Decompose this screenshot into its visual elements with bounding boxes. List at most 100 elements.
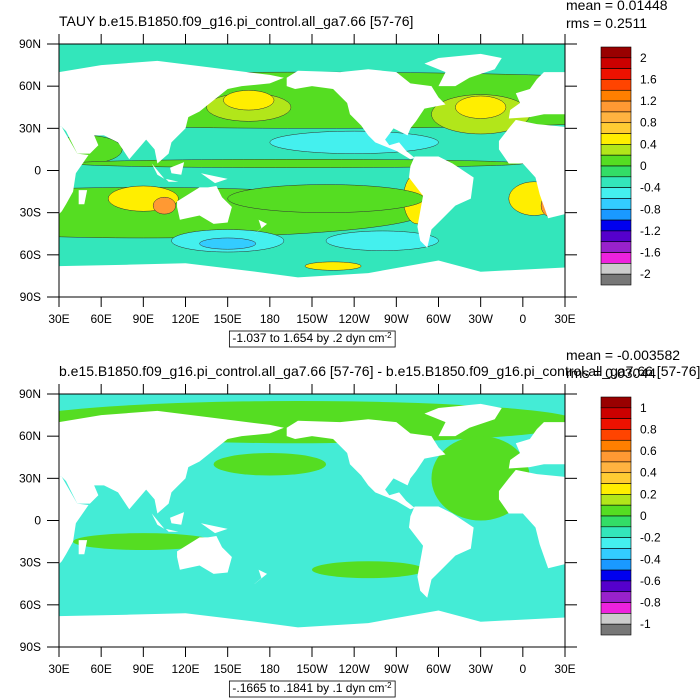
colorbar-box	[600, 144, 632, 156]
colorbar-box	[600, 219, 632, 232]
lon-tick-label: 30E	[48, 312, 69, 326]
land	[498, 119, 565, 219]
lon-tick-label: 60E	[90, 662, 111, 676]
lat-tick-label: 90S	[20, 290, 41, 304]
colorbar-box	[600, 548, 632, 560]
contour-info-box	[228, 680, 396, 698]
land	[59, 410, 284, 514]
colorbar-box	[600, 241, 632, 253]
colorbar-box	[600, 263, 632, 275]
colorbar-box	[600, 154, 632, 167]
lon-tick-label: 60W	[426, 312, 451, 326]
colorbar-box	[600, 89, 632, 102]
colorbar-label: -1.6	[640, 246, 661, 260]
land	[170, 512, 185, 525]
contour-region	[227, 184, 425, 213]
contour-info: -.1665 to .1841 by .1 dyn cm-2	[232, 681, 392, 695]
colorbar-box	[600, 57, 632, 69]
colorbar-box	[600, 208, 632, 221]
contour-info-text: -1.037 to 1.654 by .2 dyn cm	[232, 331, 384, 345]
contour-info: -1.037 to 1.654 by .2 dyn cm-2	[232, 331, 392, 345]
lon-tick-label: 30E	[554, 312, 575, 326]
colorbar-box	[600, 591, 632, 603]
colorbar-box	[600, 396, 632, 409]
lon-tick-label: 60W	[426, 662, 451, 676]
lon-tick-label: 90W	[384, 662, 409, 676]
contour-region	[73, 533, 214, 551]
lat-tick-label: 60N	[19, 79, 41, 93]
colorbar-box	[600, 494, 632, 506]
contour-region	[152, 196, 176, 215]
colorbar-box	[600, 450, 632, 463]
land	[165, 178, 179, 182]
lon-tick-label: 180	[260, 312, 280, 326]
lat-tick-label: 0	[34, 164, 41, 178]
land	[252, 569, 268, 586]
contour-region	[199, 237, 257, 250]
lat-tick-label: 30N	[19, 471, 41, 485]
mean-label: mean = 0.01448	[566, 0, 668, 13]
land	[424, 403, 502, 437]
contour-info-sup: -2	[384, 331, 392, 340]
colorbar-label: 1	[640, 401, 647, 415]
colorbar-box	[600, 198, 632, 210]
colorbar-box	[600, 613, 632, 625]
colorbar-label: 0.8	[640, 422, 657, 436]
colorbar-box	[600, 122, 632, 134]
colorbar-box	[600, 472, 632, 484]
land	[408, 506, 474, 598]
colorbar-box	[600, 133, 632, 145]
contour-region	[325, 230, 439, 251]
land	[59, 476, 89, 565]
colorbar-box	[600, 230, 632, 243]
land	[59, 260, 565, 297]
lon-tick-label: 0	[519, 312, 526, 326]
land	[78, 540, 88, 555]
lon-tick-label: 90E	[133, 312, 154, 326]
colorbar-box	[600, 461, 632, 474]
rms-label: rms = 0.2511	[566, 15, 647, 31]
colorbar-label: -0.2	[640, 531, 661, 545]
colorbar-label: 0	[640, 159, 647, 173]
map-field	[59, 44, 565, 297]
lat-tick-label: 90N	[19, 37, 41, 51]
colorbar-label: 0.6	[640, 444, 657, 458]
contour-region	[213, 453, 327, 476]
land	[165, 528, 179, 532]
colorbar-box	[600, 252, 632, 264]
colorbar-label: -0.4	[640, 552, 661, 566]
land	[151, 163, 165, 179]
colorbar-box	[600, 526, 632, 538]
land	[78, 190, 88, 205]
lat-tick-label: 60S	[20, 598, 41, 612]
lat-tick-label: 90N	[19, 387, 41, 401]
colorbar-box	[600, 418, 632, 430]
colorbar-box	[600, 187, 632, 199]
lon-tick-label: 30W	[468, 662, 493, 676]
contour-region	[223, 90, 275, 111]
land	[408, 156, 474, 248]
land	[170, 162, 185, 175]
colorbar-label: 0.4	[640, 137, 657, 151]
lat-tick-label: 60S	[20, 248, 41, 262]
colorbar-box	[600, 580, 632, 593]
colorbar-box	[600, 273, 632, 286]
map-panel: b.e15.B1850.f09_g16.pi_control.all_ga7.6…	[19, 347, 700, 698]
lon-tick-label: 120E	[171, 312, 199, 326]
lon-tick-label: 30E	[554, 662, 575, 676]
colorbar-label: 0	[640, 509, 647, 523]
colorbar-box	[600, 515, 632, 528]
lon-tick-label: 90W	[384, 312, 409, 326]
land	[59, 60, 284, 164]
colorbar-box	[600, 602, 632, 614]
land	[424, 53, 502, 87]
land	[59, 126, 89, 215]
contour-region	[304, 261, 362, 271]
colorbar-label: -0.8	[640, 202, 661, 216]
colorbar-box	[600, 429, 632, 441]
land	[286, 419, 446, 510]
colorbar-label: 1.2	[640, 94, 657, 108]
land	[177, 185, 232, 224]
lat-tick-label: 30S	[20, 556, 41, 570]
